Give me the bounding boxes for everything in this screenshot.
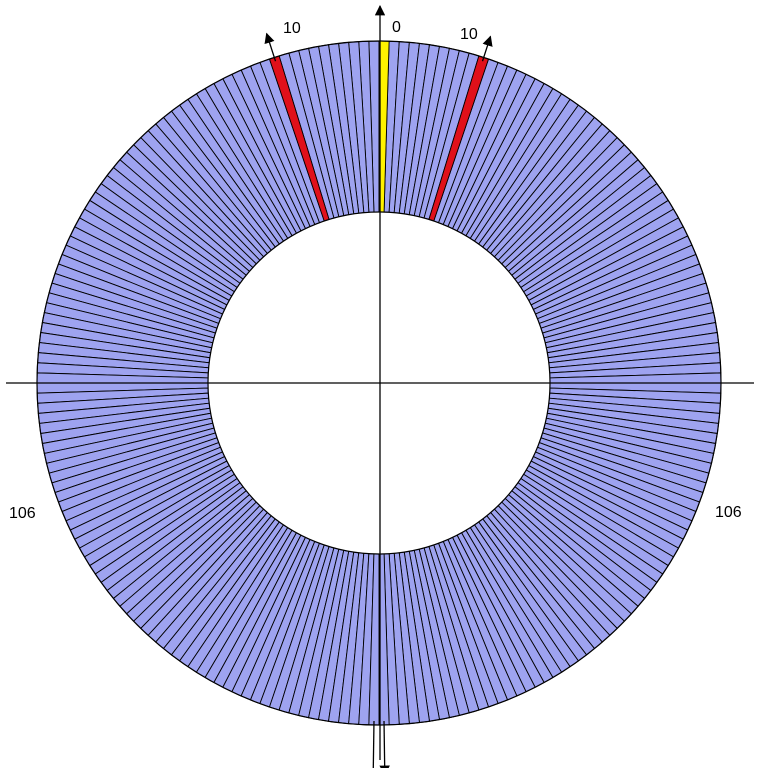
- label-segment-10-left: 10: [283, 20, 301, 37]
- segment-106-left-arrow: [379, 720, 390, 768]
- segment-10-left-arrow: [264, 32, 277, 62]
- segment-10-right-arrow: [481, 35, 493, 62]
- label-segment-106-right: 106: [715, 504, 742, 521]
- label-segment-10-right: 10: [460, 26, 478, 43]
- label-segment-106-left: 106: [9, 505, 36, 522]
- segment-106-right-arrow: [372, 720, 375, 768]
- label-segment-0: 0: [392, 19, 401, 36]
